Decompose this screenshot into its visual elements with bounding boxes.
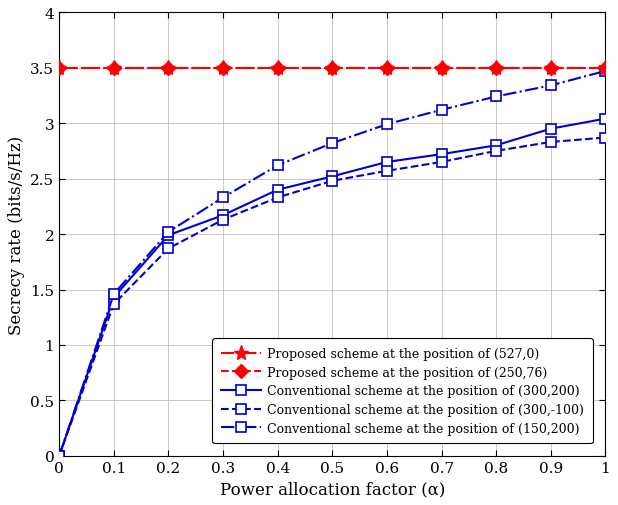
Legend: Proposed scheme at the position of (527,0), Proposed scheme at the position of (: Proposed scheme at the position of (527,… [213,339,593,443]
Proposed scheme at the position of (250,76) [219,66,227,72]
Proposed scheme at the position of (527,0) [219,66,227,72]
Line: Conventional scheme at the position of (150,200): Conventional scheme at the position of (… [54,67,611,461]
Conventional scheme at the position of (300,200) [493,143,500,149]
Conventional scheme at the position of (300,-100) [56,453,63,459]
Conventional scheme at the position of (300,200) [383,160,391,166]
Conventional scheme at the position of (300,-100) [383,169,391,175]
Proposed scheme at the position of (527,0) [274,66,281,72]
Line: Conventional scheme at the position of (300,-100): Conventional scheme at the position of (… [54,133,611,461]
Conventional scheme at the position of (300,-100) [165,246,172,252]
Proposed scheme at the position of (250,76) [438,66,446,72]
Proposed scheme at the position of (527,0) [602,66,609,72]
Conventional scheme at the position of (300,-100) [274,195,281,201]
Conventional scheme at the position of (300,-100) [493,148,500,155]
Line: Conventional scheme at the position of (300,200): Conventional scheme at the position of (… [54,115,611,461]
Conventional scheme at the position of (150,200) [274,163,281,169]
Proposed scheme at the position of (250,76) [383,66,391,72]
Y-axis label: Secrecy rate (bits/s/Hz): Secrecy rate (bits/s/Hz) [7,135,25,334]
Conventional scheme at the position of (300,-100) [329,178,336,184]
Proposed scheme at the position of (527,0) [110,66,117,72]
Conventional scheme at the position of (300,200) [274,187,281,193]
Conventional scheme at the position of (300,200) [219,213,227,219]
Conventional scheme at the position of (300,-100) [602,135,609,141]
Conventional scheme at the position of (150,200) [219,195,227,201]
Conventional scheme at the position of (300,200) [329,174,336,180]
Proposed scheme at the position of (250,76) [274,66,281,72]
Conventional scheme at the position of (150,200) [493,94,500,100]
Proposed scheme at the position of (527,0) [56,66,63,72]
Proposed scheme at the position of (527,0) [547,66,554,72]
Proposed scheme at the position of (250,76) [110,66,117,72]
Proposed scheme at the position of (527,0) [493,66,500,72]
Conventional scheme at the position of (150,200) [329,141,336,147]
Conventional scheme at the position of (300,200) [602,116,609,122]
Proposed scheme at the position of (250,76) [56,66,63,72]
Proposed scheme at the position of (527,0) [383,66,391,72]
Line: Proposed scheme at the position of (250,76): Proposed scheme at the position of (250,… [54,64,611,73]
Conventional scheme at the position of (300,200) [547,126,554,132]
Conventional scheme at the position of (300,-100) [438,160,446,166]
Conventional scheme at the position of (300,200) [438,152,446,158]
Conventional scheme at the position of (300,-100) [219,217,227,223]
Proposed scheme at the position of (527,0) [165,66,172,72]
Proposed scheme at the position of (250,76) [329,66,336,72]
Line: Proposed scheme at the position of (527,0): Proposed scheme at the position of (527,… [51,61,613,76]
Conventional scheme at the position of (150,200) [602,69,609,75]
Proposed scheme at the position of (250,76) [493,66,500,72]
Conventional scheme at the position of (150,200) [547,83,554,89]
Conventional scheme at the position of (150,200) [165,229,172,235]
Proposed scheme at the position of (250,76) [165,66,172,72]
Proposed scheme at the position of (527,0) [329,66,336,72]
Conventional scheme at the position of (300,200) [165,233,172,239]
Conventional scheme at the position of (300,200) [110,294,117,300]
Conventional scheme at the position of (150,200) [438,108,446,114]
Proposed scheme at the position of (527,0) [438,66,446,72]
Conventional scheme at the position of (150,200) [110,291,117,297]
Proposed scheme at the position of (250,76) [602,66,609,72]
Proposed scheme at the position of (250,76) [547,66,554,72]
Conventional scheme at the position of (300,200) [56,453,63,459]
X-axis label: Power allocation factor (α): Power allocation factor (α) [219,480,445,497]
Conventional scheme at the position of (300,-100) [547,140,554,146]
Conventional scheme at the position of (150,200) [56,453,63,459]
Conventional scheme at the position of (150,200) [383,122,391,128]
Conventional scheme at the position of (300,-100) [110,301,117,308]
